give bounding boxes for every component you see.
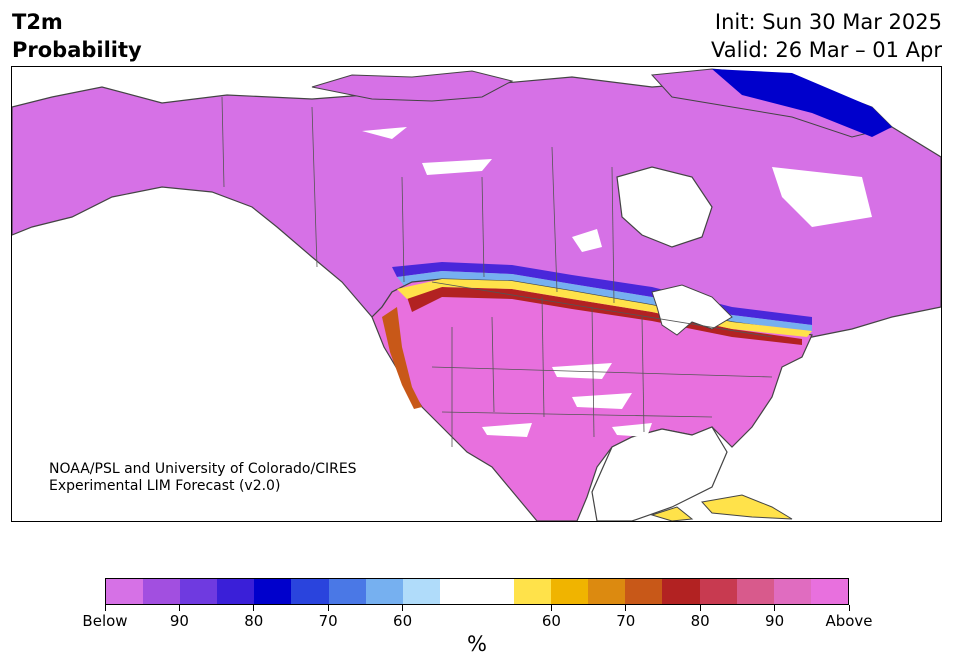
colorbar (105, 578, 849, 605)
data-credit: NOAA/PSL and University of Colorado/CIRE… (49, 461, 357, 495)
colorbar-segment (217, 579, 255, 604)
variable-title-line1: T2m (12, 10, 63, 34)
colorbar-tick-label: Above (825, 612, 873, 630)
variable-title-line2: Probability (12, 38, 142, 62)
colorbar-segment (180, 579, 218, 604)
west-coast-band (382, 307, 422, 409)
colorbar-segment (143, 579, 181, 604)
colorbar-tick (848, 605, 850, 611)
colorbar-segment (328, 579, 366, 604)
hudson-bay (616, 166, 713, 248)
probability-map (11, 66, 942, 522)
colorbar-segment (625, 579, 663, 604)
valid-range: Valid: 26 Mar – 01 Apr (711, 38, 942, 62)
colorbar-segment (810, 579, 848, 604)
colorbar-tick (402, 605, 404, 611)
political-boundaries (221, 96, 773, 447)
yucatan (650, 506, 694, 521)
variable-title: T2m Probability (12, 8, 142, 64)
colorbar-tick-label: 60 (541, 612, 561, 630)
cuba (701, 494, 793, 520)
colorbar-segment (662, 579, 700, 604)
colorbar-segment (588, 579, 626, 604)
colorbar-segment (291, 579, 329, 604)
colorbar-tick-label: 80 (244, 612, 264, 630)
colorbar-segment (773, 579, 811, 604)
greenland-blue (712, 69, 892, 137)
colorbar-tick-label: Below (82, 612, 128, 630)
colorbar-segment (106, 579, 144, 604)
colorbar-segment (699, 579, 737, 604)
map-svg (12, 67, 941, 521)
above-band-red (407, 287, 802, 345)
colorbar-tick-label: 70 (318, 612, 338, 630)
colorbar-segment (439, 579, 477, 604)
colorbar-segment (365, 579, 403, 604)
colorbar-tick (625, 605, 627, 611)
colorbar-tick (699, 605, 701, 611)
colorbar-segment (402, 579, 440, 604)
colorbar-tick-label: 90 (765, 612, 785, 630)
colorbar-segment (254, 579, 292, 604)
colorbar-tick-label: 80 (690, 612, 710, 630)
forecast-dates: Init: Sun 30 Mar 2025 Valid: 26 Mar – 01… (711, 8, 942, 64)
gulf-of-mexico (591, 426, 728, 521)
colorbar-segment (551, 579, 589, 604)
colorbar-tick-label: 70 (616, 612, 636, 630)
credit-line-1: NOAA/PSL and University of Colorado/CIRE… (49, 461, 357, 477)
colorbar-tick (253, 605, 255, 611)
colorbar-unit: % (467, 632, 487, 656)
colorbar-tick-label: 60 (393, 612, 413, 630)
colorbar-tick (178, 605, 180, 611)
colorbar-tick-label: 90 (169, 612, 189, 630)
colorbar-segment (736, 579, 774, 604)
colorbar-tick (774, 605, 776, 611)
colorbar-tick (327, 605, 329, 611)
init-date: Init: Sun 30 Mar 2025 (714, 10, 942, 34)
colorbar-tick (550, 605, 552, 611)
credit-line-2: Experimental LIM Forecast (v2.0) (49, 478, 281, 494)
colorbar-tick (104, 605, 106, 611)
colorbar-segment (514, 579, 552, 604)
colorbar-segment (476, 579, 515, 604)
